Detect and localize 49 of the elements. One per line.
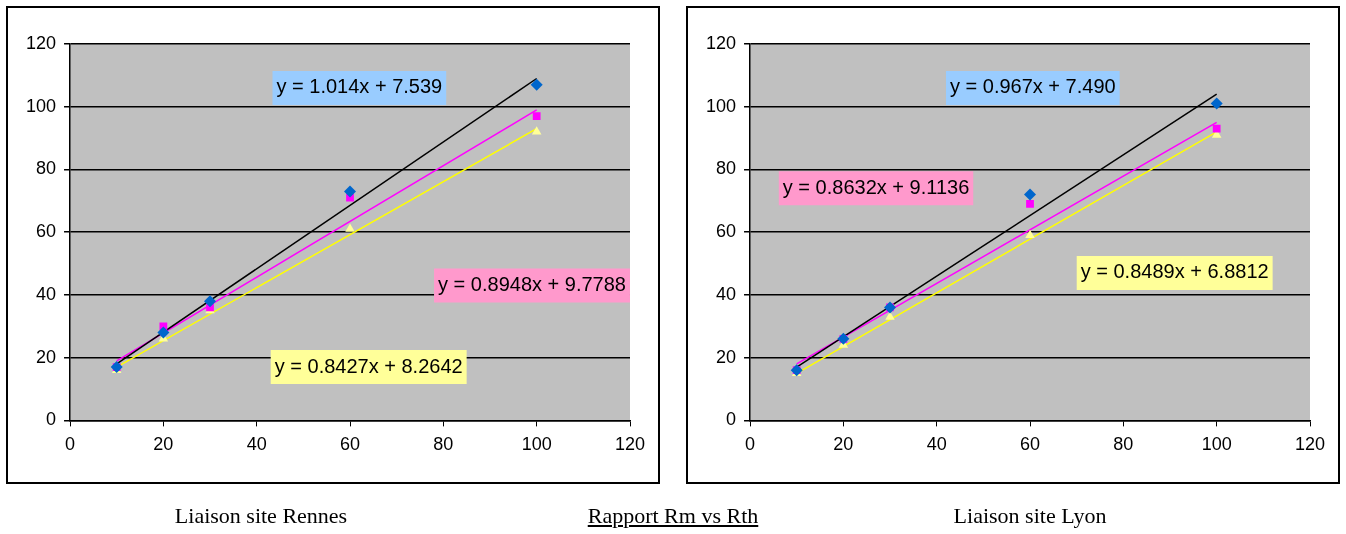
x-tick-label: 100 [1201,434,1232,455]
x-tick-label: 60 [1020,434,1041,455]
x-tick-label: 20 [833,434,854,455]
x-tick-label: 120 [614,434,646,455]
point [1025,229,1035,239]
point [1024,188,1037,201]
text: Liaison site Rennes [174,503,348,529]
y-tick-label: 0 [46,409,57,430]
point [531,126,542,135]
y-tick-label: 20 [716,346,737,367]
annotation: y = 0.8489x + 6.8812 [1080,260,1269,283]
text: Liaison site Lyon [953,503,1107,529]
annotation: y = 0.8632x + 9.1136 [782,175,970,198]
text: Rapport Rm vs Rth [587,503,759,529]
point [530,78,543,91]
x-tick-label: 120 [1294,434,1326,455]
y-tick-label: 40 [716,283,737,304]
y-tick-label: 0 [726,409,737,430]
x-tick-label: 100 [521,434,552,455]
x-tick-label: 80 [1113,434,1134,455]
x-tick-label: 20 [153,434,174,455]
point [1026,200,1034,208]
point [204,295,217,308]
point [1210,97,1223,110]
x-tick-label: 40 [246,434,267,455]
x-tick-label: 0 [65,434,76,455]
x-tick-label: 40 [926,434,947,455]
point [1212,124,1221,133]
y-tick-label: 80 [36,158,57,179]
annotation: y = 0.967x + 7.490 [949,75,1116,98]
y-tick-label: 40 [36,283,57,304]
annotation: y = 0.8948x + 9.7788 [438,273,626,296]
x-tick-label: 80 [433,434,454,455]
annotation: y = 1.014x + 7.539 [276,75,443,98]
point [344,185,357,198]
y-tick-label: 60 [716,221,737,242]
y-tick-label: 20 [36,346,57,367]
y-tick-label: 120 [25,32,57,53]
y-tick-label: 100 [25,95,57,116]
point [532,112,541,121]
x-tick-label: 0 [745,434,756,455]
y-tick-label: 100 [705,95,737,116]
point [345,223,355,232]
point [157,326,170,339]
x-tick-label: 60 [340,434,361,455]
annotation: y = 0.8427x + 8.2642 [274,354,463,377]
y-tick-label: 80 [716,158,737,179]
y-tick-label: 120 [705,32,737,53]
y-tick-label: 60 [36,221,57,242]
